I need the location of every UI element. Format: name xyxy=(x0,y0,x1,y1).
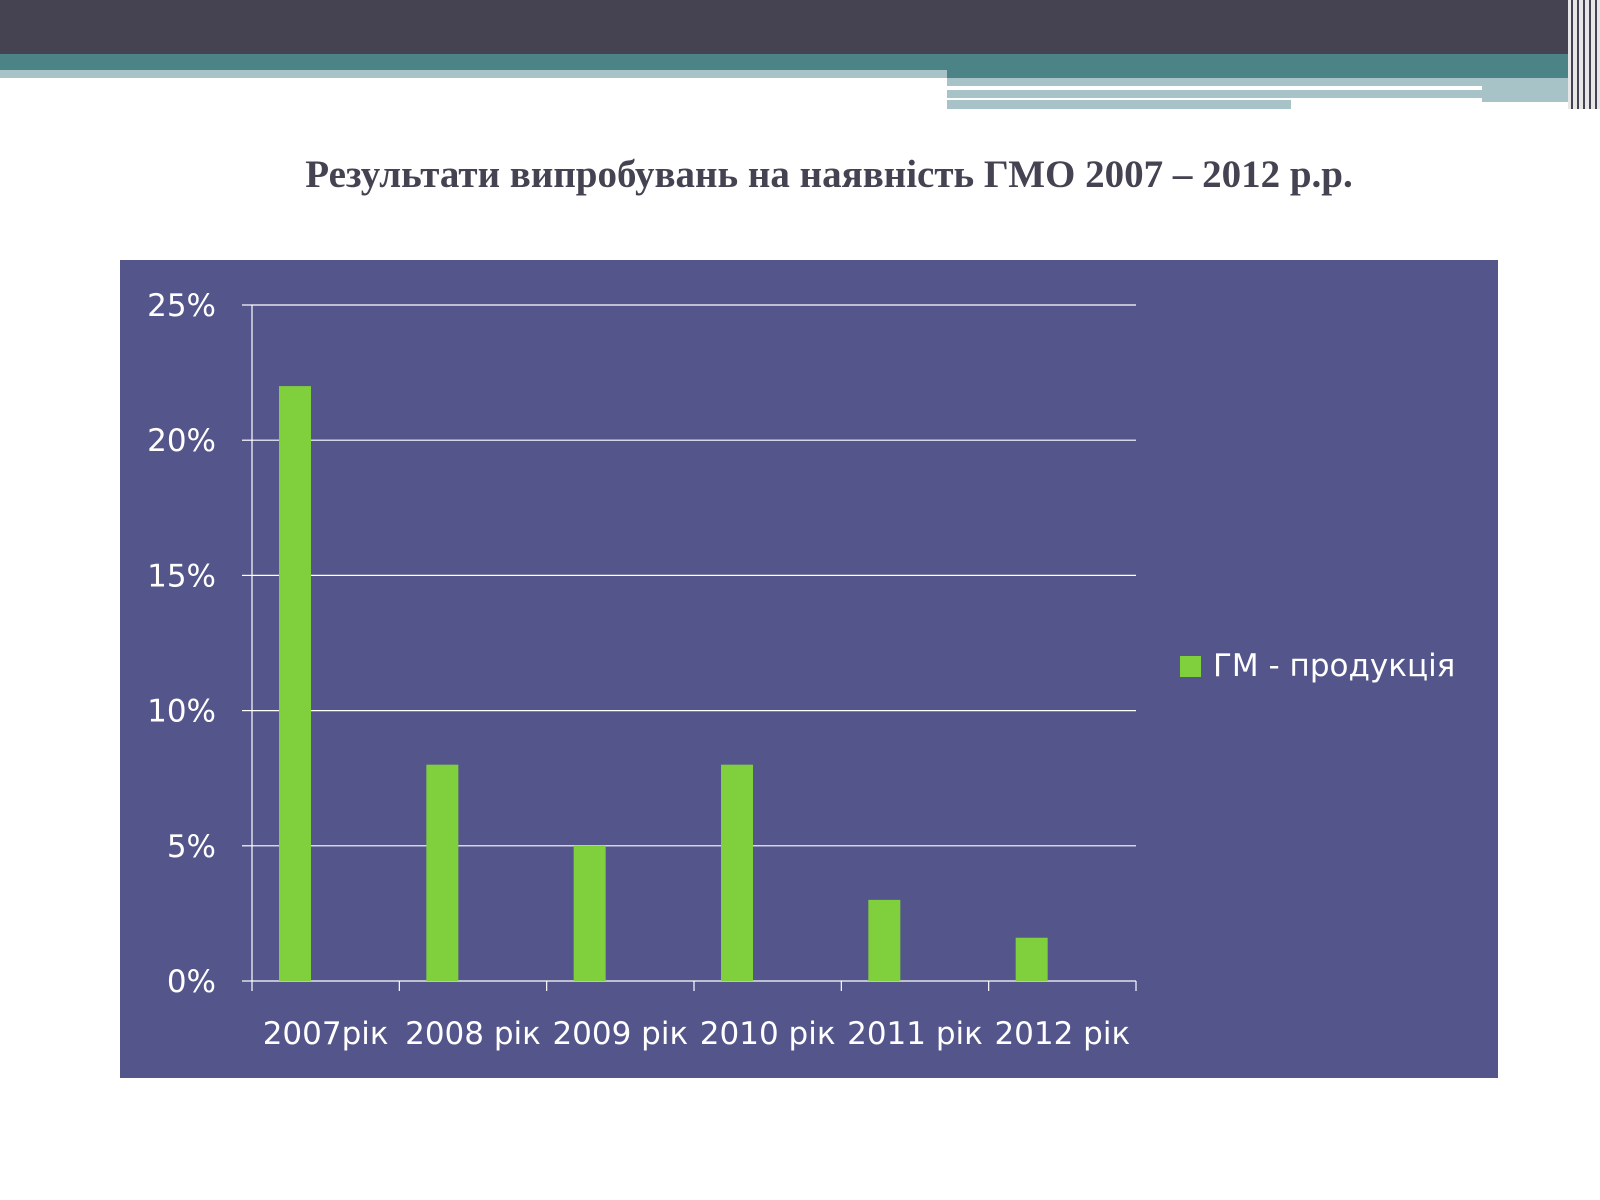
x-tick-label: 2011 рік xyxy=(847,1016,983,1052)
legend: ГМ - продукція xyxy=(1180,648,1455,684)
slide-title: Результати випробувань на наявність ГМО … xyxy=(305,153,1353,196)
bar xyxy=(1015,937,1048,981)
x-tick-label: 2009 рік xyxy=(552,1016,688,1052)
x-tick-label: 2007рік xyxy=(263,1016,389,1052)
bar xyxy=(426,764,459,981)
accent-stripe-light xyxy=(0,70,947,78)
accent-stripe-light xyxy=(947,78,1568,86)
bar xyxy=(279,386,311,981)
legend-label: ГМ - продукція xyxy=(1213,648,1456,684)
accent-stripe-light xyxy=(1482,86,1568,102)
y-tick-label: 25% xyxy=(147,288,216,324)
bar-chart: 0% 5% 10% 15% 20% 25% 2007рік 2008 рік 2009 рік 2… xyxy=(147,288,1137,1052)
legend-swatch xyxy=(1180,655,1201,677)
bar xyxy=(573,845,606,981)
x-tick-label: 2010 рік xyxy=(700,1016,836,1052)
header-bar xyxy=(0,0,1568,54)
accent-stripe xyxy=(0,54,1568,70)
chart-area: 0% 5% 10% 15% 20% 25% 2007рік 2008 рік 2009 рік 2… xyxy=(120,260,1498,1078)
accent-stripe-light xyxy=(947,90,1482,98)
bar xyxy=(721,764,753,981)
x-tick-label: 2012 рік xyxy=(994,1016,1130,1052)
y-tick-label: 0% xyxy=(167,964,216,1000)
x-tick-label: 2008 рік xyxy=(405,1016,541,1052)
y-tick-label: 10% xyxy=(147,694,216,730)
bar xyxy=(868,899,901,981)
accent-stripe-light xyxy=(947,100,1291,109)
accent-stripe xyxy=(947,70,1568,78)
decorative-stripes xyxy=(1568,0,1600,109)
y-tick-label: 15% xyxy=(147,558,216,594)
y-tick-label: 20% xyxy=(147,423,216,459)
y-tick-label: 5% xyxy=(167,829,216,865)
